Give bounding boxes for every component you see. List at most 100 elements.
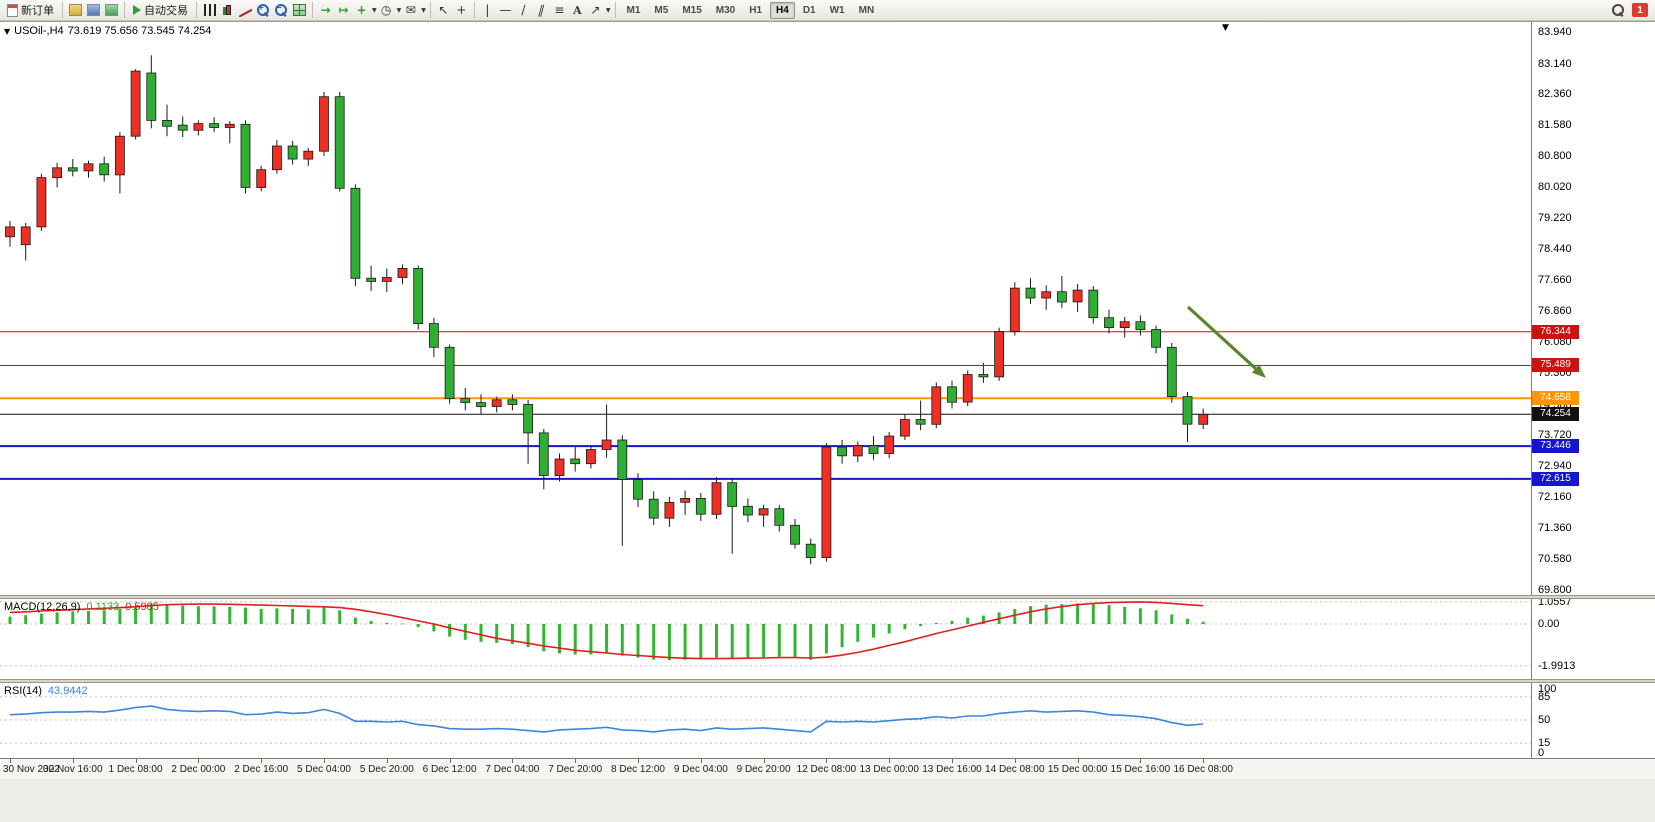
timeframe-M30[interactable]: M30 [715,4,736,16]
notification-badge[interactable]: 1 [1632,3,1648,17]
equidistant-channel-icon[interactable]: ∥ [536,3,547,17]
zoom-out-icon[interactable]: − [273,2,290,18]
terminal-icon[interactable] [103,2,120,18]
vertical-line-icon[interactable]: | [485,3,490,17]
candle-bearish [428,323,439,348]
candle-bullish [256,169,267,188]
time-tick [386,759,388,763]
pane-divider[interactable] [0,679,1655,683]
timeframe-H4[interactable]: H4 [770,1,795,19]
candle-bearish [743,505,753,516]
candle-bearish [350,187,361,279]
candle-bearish [476,402,486,407]
macd-pane[interactable]: MACD(12,26,9) 0.1133 0.5985 [0,599,1531,679]
bar-chart-icon[interactable] [201,2,218,18]
timeframe-M5[interactable]: M5 [654,4,669,16]
trendline-icon[interactable]: / [521,3,526,17]
chart-shift-marker[interactable]: ▼ [1222,23,1229,33]
price-axis[interactable]: 83.940 83.140 82.360 81.580 80.800 80.020 79.2… [1531,21,1655,595]
main-chart-pane[interactable]: ▼ USOil-,H4 73.619 75.656 73.545 74.254 … [0,21,1531,595]
macd-histogram-bar [887,624,891,634]
candle-bullish [115,135,125,176]
tile-windows-icon[interactable] [291,2,308,18]
rsi-axis[interactable]: 100 85 50 15 0 [1531,683,1655,758]
macd-histogram-bar [510,624,514,644]
symbol-collapse-icon[interactable]: ▼ [4,26,11,36]
price-axis-label: 83.940 [1538,26,1572,38]
add-indicator-icon[interactable]: + [356,3,367,17]
macd-main-value: 0.1133 [86,601,120,613]
candle-bearish [790,524,800,545]
candle-bullish [319,96,329,152]
time-axis-label: 12 Dec 08:00 [796,764,857,775]
periods-caret[interactable]: ▼ [396,6,402,14]
time-axis-label: 30 Nov 2022 [3,764,60,775]
time-axis-label: 6 Dec 12:00 [422,764,477,775]
market-watch-icon[interactable] [67,2,84,18]
macd-histogram-bar [762,624,766,658]
candle-bearish [1104,317,1114,329]
text-label-icon[interactable]: A [573,3,582,17]
candle-bearish [460,398,471,403]
candle-bearish [695,497,706,515]
rsi-pane[interactable]: RSI(14) 43.9442 [0,683,1531,758]
timeframe-MN[interactable]: MN [858,4,875,16]
timeframe-M15[interactable]: M15 [682,4,702,16]
macd-histogram-bar [1201,621,1205,624]
navigator-icon[interactable] [85,2,102,18]
arrow-tools-icon[interactable]: ↗ [590,3,601,17]
timeframe-M1[interactable]: M1 [626,4,641,16]
macd-histogram-bar [1186,618,1189,625]
zoom-in-icon[interactable]: + [255,2,272,18]
candle-bearish [868,445,879,454]
time-axis[interactable]: 30 Nov 2022 30 Nov 16:00 1 Dec 08:00 2 Dec … [0,758,1655,779]
macd-histogram-bar [244,607,247,624]
timeframe-D1[interactable]: D1 [802,4,816,16]
macd-histogram-bar [338,610,342,624]
auto-scroll-icon[interactable]: → [320,3,331,17]
candle-bearish [774,508,785,526]
templates-caret[interactable]: ▼ [421,6,426,14]
rsi-axis-label: 100 [1538,683,1557,695]
search-icon[interactable] [1610,2,1627,18]
candle-bearish [67,167,78,172]
candle-bearish [99,163,110,176]
macd-histogram-bar [71,611,75,624]
templates-icon[interactable]: ✉ [405,3,416,17]
timeframe-W1[interactable]: W1 [829,4,845,16]
candlestick-chart[interactable] [0,22,1531,595]
horizontal-line-icon[interactable]: — [499,3,512,17]
macd-histogram-bar [1060,604,1064,624]
candlestick-chart-icon[interactable] [219,2,236,18]
macd-histogram-bar [259,608,263,624]
macd-name: MACD(12,26,9) [4,601,81,613]
timeframe-H1[interactable]: H1 [749,4,763,16]
new-order-button[interactable]: 新订单 [3,1,58,20]
line-chart-icon[interactable] [237,2,254,18]
crosshair-icon[interactable]: + [456,3,467,17]
candle-bearish [1151,329,1161,348]
periods-clock-icon[interactable]: ◷ [380,3,392,17]
macd-histogram-bar [589,624,593,655]
arrow-tools-caret[interactable]: ▼ [605,6,611,14]
time-tick [826,759,828,763]
separator [196,2,197,18]
time-axis-label: 5 Dec 20:00 [359,764,414,775]
autotrading-button[interactable]: 自动交易 [129,1,192,20]
toolbar: 新订单 自动交易 + − → ↦ + ▼ ◷ ▼ ✉ ▼ ↖ + | — / ∥ ≡ … [0,0,1655,21]
macd-histogram-bar [636,624,640,658]
chart-shift-icon[interactable]: ↦ [338,3,349,17]
candle-bullish [303,150,314,160]
macd-histogram-bar [793,624,797,658]
pane-divider[interactable] [0,595,1655,599]
time-axis-label: 15 Dec 16:00 [1110,764,1171,775]
add-indicator-caret[interactable]: ▼ [372,6,377,14]
macd-axis[interactable]: 1.0557 0.00 -1.9913 [1531,599,1655,679]
fibonacci-icon[interactable]: ≡ [554,3,565,17]
cursor-icon[interactable]: ↖ [438,3,449,17]
time-axis-label: 13 Dec 00:00 [859,764,919,775]
candle-bearish [1135,321,1146,331]
trend-arrow-line[interactable] [1186,305,1261,374]
macd-histogram-bar [1154,610,1158,624]
macd-histogram-bar [385,622,389,624]
